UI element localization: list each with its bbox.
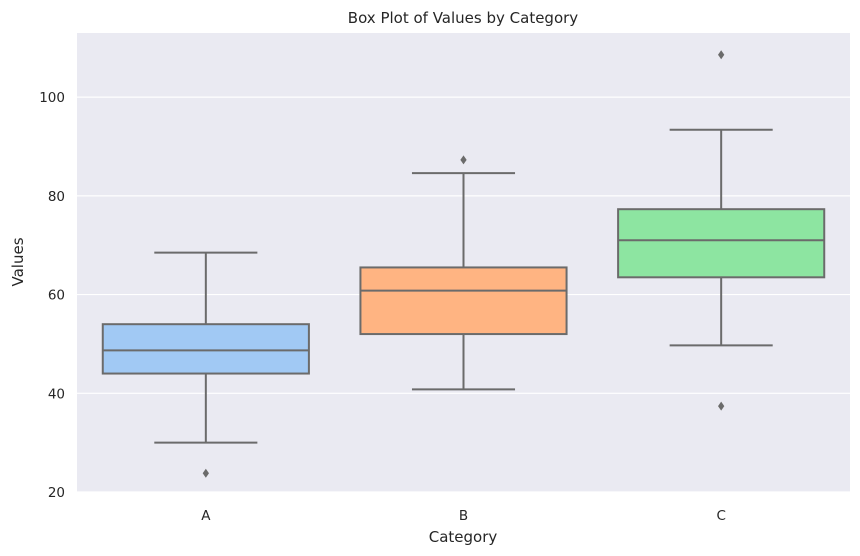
box-B [359, 155, 568, 391]
outlier-point [460, 155, 467, 165]
outlier-point [718, 401, 725, 411]
iqr-box [617, 208, 826, 279]
iqr-box [101, 323, 310, 375]
box-C [617, 50, 826, 411]
chart-title: Box Plot of Values by Category [348, 9, 578, 27]
x-tick-label: A [201, 508, 211, 524]
x-tick-label: C [716, 508, 725, 524]
y-tick-labels: 20 40 60 80 100 [39, 90, 65, 501]
y-tick-label: 80 [48, 189, 65, 205]
outlier-point [718, 50, 725, 60]
outlier-point [202, 468, 209, 478]
y-axis-label: Values [9, 237, 27, 286]
iqr-box [359, 266, 568, 336]
boxes [101, 50, 826, 478]
x-tick-label: B [459, 508, 468, 524]
y-tick-label: 100 [39, 90, 65, 106]
y-tick-label: 40 [48, 386, 65, 402]
y-tick-label: 60 [48, 288, 65, 304]
y-tick-label: 20 [48, 485, 65, 501]
box-A [101, 251, 310, 478]
x-tick-labels: A B C [201, 508, 726, 524]
x-axis-label: Category [429, 528, 498, 546]
